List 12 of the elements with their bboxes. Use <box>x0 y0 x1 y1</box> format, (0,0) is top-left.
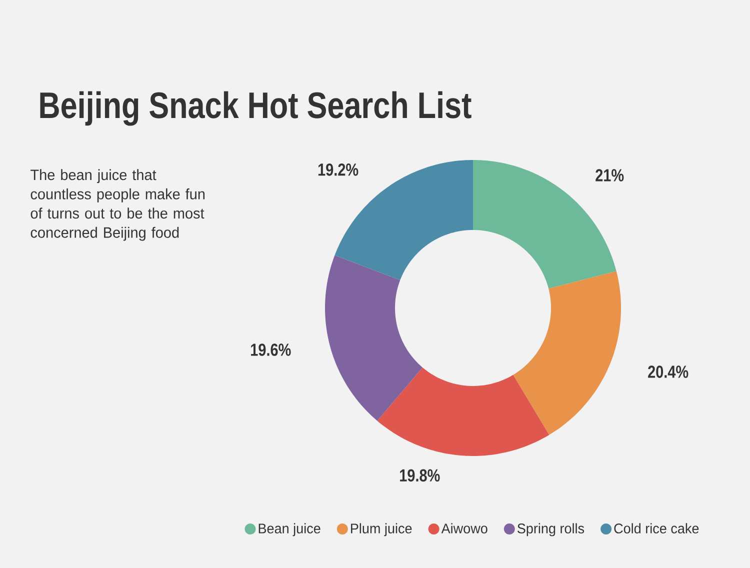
data-label: 19.8% <box>400 469 440 482</box>
data-label: 20.4% <box>648 366 688 378</box>
data-label: 19.2% <box>318 163 358 176</box>
chart-title: Beijing Snack Hot Search List <box>40 91 472 126</box>
legend-label: Cold rice cake <box>614 523 699 534</box>
data-label: 21% <box>596 169 624 182</box>
legend-label: Bean juice <box>258 523 320 536</box>
legend-label: Plum juice <box>351 523 412 536</box>
legend-label: Spring rolls <box>518 523 584 536</box>
data-label: 19.6% <box>251 344 291 356</box>
text: The bean juice that countless people make fun of turns out to be the most concerned Beijing food <box>30 169 205 241</box>
legend-label: Aiwowo <box>441 523 488 534</box>
